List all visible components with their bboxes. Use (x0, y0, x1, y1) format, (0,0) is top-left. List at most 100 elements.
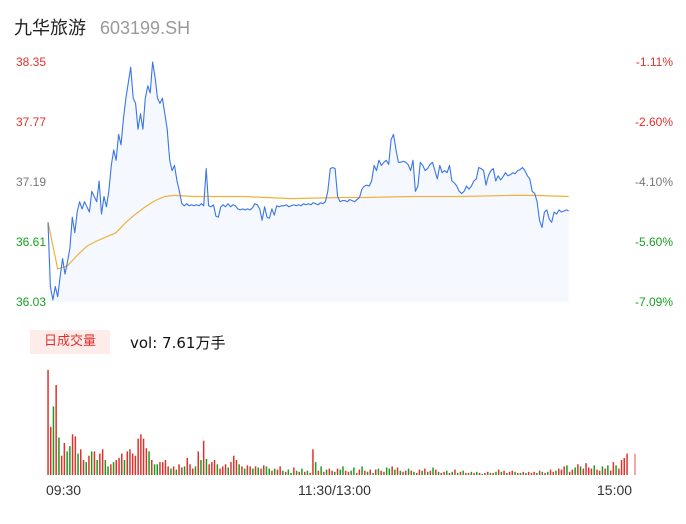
volume-bar (295, 470, 298, 475)
volume-bar (170, 468, 172, 475)
volume-bar (421, 470, 423, 475)
volume-bar (148, 451, 150, 475)
y-tick-label: 38.35 (16, 55, 46, 69)
volume-bar (167, 466, 169, 475)
volume-bar (424, 468, 426, 475)
volume-bar (353, 467, 355, 475)
volume-bar (634, 453, 636, 475)
daily-volume-tab[interactable]: 日成交量 (30, 330, 110, 354)
volume-bar (200, 460, 202, 475)
volume-bar (396, 467, 399, 475)
y-right-tick-label: -7.09% (635, 295, 673, 309)
volume-bar (533, 471, 535, 475)
volume-bar (162, 462, 164, 475)
volume-bar (181, 467, 183, 475)
volume-bar (549, 469, 552, 475)
volume-bar (364, 470, 366, 475)
volume-bar (104, 460, 107, 475)
volume-bar (604, 468, 606, 475)
volume-bar (260, 468, 262, 475)
volume-bar (456, 472, 459, 475)
volume-bar (538, 470, 541, 475)
volume-bar (527, 471, 530, 475)
volume-bar (230, 462, 232, 475)
y-right-tick-label: -4.10% (635, 175, 673, 189)
volume-bar (186, 457, 188, 475)
volume-bar (222, 466, 224, 475)
volume-bar (582, 468, 585, 475)
volume-bar (145, 448, 148, 475)
chart-header: 九华旅游 603199.SH (14, 14, 190, 40)
volume-bar (252, 468, 254, 475)
volume-bar (263, 465, 265, 475)
volume-bar (123, 460, 126, 475)
volume-bar (47, 370, 49, 475)
volume-bar (175, 469, 178, 475)
volume-bar (227, 467, 229, 475)
y-right-tick-label: -2.60% (635, 115, 673, 129)
volume-bar (399, 470, 402, 475)
volume-bar (347, 471, 350, 475)
volume-bar (454, 469, 456, 475)
volume-bar (243, 468, 246, 475)
volume-bar (129, 449, 131, 475)
volume-bar (323, 471, 325, 475)
volume-bar (112, 462, 115, 475)
volume-bar (213, 460, 216, 475)
volume-bar (571, 469, 574, 475)
volume-bar (426, 471, 429, 475)
volume-bar (159, 462, 161, 475)
volume-bar (402, 471, 404, 475)
volume-bar (511, 470, 513, 475)
volume-bar (429, 470, 432, 475)
volume-bar (235, 460, 238, 475)
volume-bar (544, 472, 546, 475)
volume-bar (558, 468, 560, 475)
x-tick-label: 09:30 (46, 482, 82, 498)
volume-bar (238, 464, 240, 475)
volume-bar (588, 467, 590, 475)
volume-bar (58, 437, 60, 475)
volume-bar (172, 466, 175, 475)
volume-bar (410, 470, 412, 475)
volume-bar (391, 466, 393, 475)
volume-bar (484, 472, 486, 475)
volume-bar (331, 470, 333, 475)
volume-bar (254, 466, 257, 475)
volume-bar (306, 470, 309, 475)
volume-bar (115, 460, 117, 475)
volume-bar (615, 465, 617, 475)
volume-bar (459, 471, 462, 475)
volume-bar (85, 462, 87, 475)
volume-bar (219, 468, 221, 475)
volume-bar (623, 457, 625, 475)
volume-bar (88, 455, 90, 475)
volume-bar (194, 466, 197, 475)
volume-bar (110, 464, 112, 475)
volume-bar (71, 434, 74, 475)
volume-bar (462, 470, 464, 475)
volume-bar (355, 472, 358, 475)
volume-bar (626, 453, 628, 475)
volume-bar (470, 471, 473, 475)
volume-bar (69, 446, 71, 475)
volume-bar (383, 471, 385, 475)
volume-bar (80, 449, 82, 475)
volume-bar (541, 471, 544, 475)
volume-bar (224, 464, 227, 475)
volume-bar (489, 472, 492, 475)
volume-bar (151, 460, 153, 475)
volume-bar (121, 453, 123, 475)
volume-bar (609, 470, 612, 475)
volume-bar (50, 426, 52, 475)
volume-bar (552, 471, 554, 475)
volume-bar (437, 471, 440, 475)
price-path (47, 61, 569, 301)
volume-bar (268, 468, 270, 475)
x-tick-label: 15:00 (597, 482, 633, 498)
volume-bar (334, 471, 336, 475)
volume-bar (394, 469, 396, 475)
volume-bar (530, 472, 533, 475)
volume-bar (304, 471, 306, 475)
